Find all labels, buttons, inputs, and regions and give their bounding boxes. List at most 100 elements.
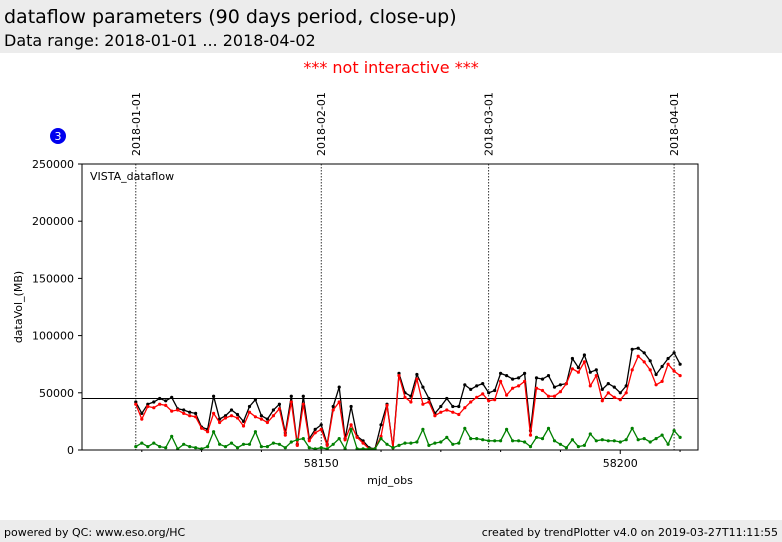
data-point [194, 446, 198, 450]
data-point [385, 442, 389, 446]
data-point [134, 445, 138, 449]
data-point [259, 417, 263, 421]
data-point [517, 384, 521, 388]
data-point [158, 445, 162, 449]
data-point [301, 394, 305, 398]
data-point [618, 440, 622, 444]
data-point [283, 446, 287, 450]
data-point [319, 446, 323, 450]
data-point [451, 442, 455, 446]
data-point [170, 395, 174, 399]
data-point [212, 394, 216, 398]
data-point [313, 427, 317, 431]
data-point [325, 443, 329, 447]
data-point [427, 400, 431, 404]
header-bar: dataflow parameters (90 days period, clo… [0, 0, 782, 53]
data-point [600, 438, 604, 442]
data-point [301, 437, 305, 441]
data-point [594, 374, 598, 378]
data-point [259, 445, 263, 449]
data-point [271, 414, 275, 418]
date-marker-label: 2018-01-01 [130, 92, 143, 156]
data-point [588, 370, 592, 374]
data-point [576, 370, 581, 374]
series-line-2 [135, 426, 681, 451]
data-point [487, 439, 491, 443]
data-point [397, 374, 401, 378]
data-point [313, 431, 317, 435]
data-point [648, 368, 652, 372]
data-point [523, 440, 527, 444]
data-point [397, 443, 401, 447]
date-marker-label: 2018-03-01 [483, 92, 496, 156]
data-point [654, 437, 658, 441]
data-point [666, 442, 670, 446]
data-point [600, 399, 604, 403]
data-point [265, 445, 269, 449]
data-point [445, 435, 449, 439]
data-point [642, 437, 646, 441]
data-point [493, 388, 497, 393]
data-point [463, 426, 467, 430]
data-point [277, 442, 281, 446]
data-point [331, 404, 335, 409]
data-point [636, 346, 640, 350]
y-axis-label: dataVol_(MB) [12, 271, 25, 343]
page-title: dataflow parameters (90 days period, clo… [4, 6, 457, 28]
data-point [618, 398, 622, 402]
data-point [403, 441, 407, 445]
data-point [265, 417, 269, 421]
data-point [289, 440, 293, 444]
data-point [235, 416, 240, 420]
data-point [546, 374, 551, 378]
data-point [510, 377, 515, 381]
data-point [600, 387, 604, 391]
data-point [164, 446, 168, 450]
x-tick-label: 58200 [603, 457, 638, 470]
data-point [223, 414, 228, 418]
data-point [451, 404, 455, 409]
data-point [146, 404, 150, 409]
data-point [337, 385, 341, 389]
data-point [134, 402, 138, 406]
data-point [247, 404, 252, 409]
data-point [528, 445, 533, 449]
data-point [457, 404, 461, 409]
data-point [140, 411, 144, 415]
data-point [427, 443, 431, 447]
data-point [540, 377, 545, 381]
data-point [241, 442, 246, 446]
data-point [361, 441, 365, 445]
data-point [223, 416, 228, 420]
data-point [469, 400, 473, 404]
x-tick-label: 58150 [304, 457, 339, 470]
data-point [194, 411, 198, 415]
data-point [307, 446, 311, 450]
footer-bar: powered by QC: www.eso.org/HC created by… [0, 520, 782, 542]
data-point [517, 376, 521, 380]
data-point [636, 354, 640, 358]
data-point [672, 429, 676, 433]
data-point [146, 402, 150, 406]
badge: 3 [50, 128, 66, 144]
data-point [433, 414, 437, 418]
y-tick-label: 200000 [32, 215, 74, 228]
data-point [379, 437, 383, 441]
series-line-1 [135, 355, 681, 450]
data-point [540, 388, 545, 393]
data-point [469, 437, 473, 441]
data-point [152, 400, 156, 404]
data-point [343, 438, 347, 442]
y-tick-label: 150000 [32, 272, 74, 285]
data-point [295, 443, 299, 447]
data-point [624, 384, 628, 388]
data-point [481, 438, 485, 442]
data-point [570, 438, 575, 442]
data-point [206, 445, 210, 449]
data-point [253, 415, 257, 419]
data-point [433, 441, 437, 445]
data-point [517, 439, 521, 443]
page-subtitle: Data range: 2018-01-01 ... 2018-04-02 [4, 31, 316, 50]
data-point [247, 410, 252, 414]
data-point [612, 395, 616, 399]
